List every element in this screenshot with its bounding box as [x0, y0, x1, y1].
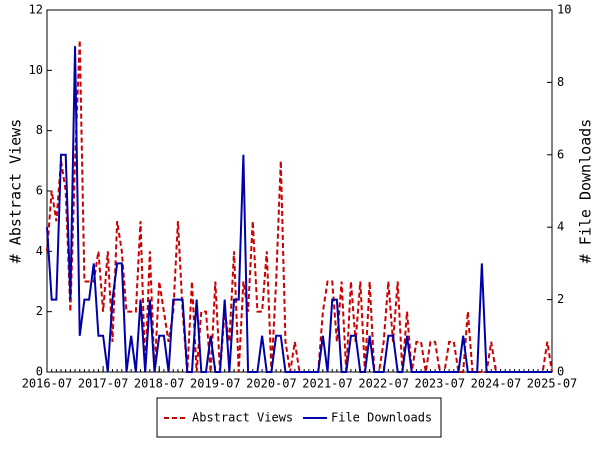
y-tick-label: 10 [29, 63, 43, 77]
y2-tick-label: 2 [557, 292, 564, 306]
y2-axis-label: # File Downloads [577, 119, 595, 264]
y2-tick-label: 8 [557, 75, 564, 89]
y-tick-label: 2 [36, 304, 43, 318]
legend-box [156, 397, 442, 438]
x-tick-label: 2022-07 [358, 377, 409, 391]
legend-label: Abstract Views [192, 411, 293, 425]
series-line [46, 46, 552, 373]
legend-label: File Downloads [331, 411, 432, 425]
y-tick-label: 6 [36, 184, 43, 198]
y-tick-label: 0 [36, 365, 43, 379]
y2-tick-label: 10 [557, 3, 571, 17]
x-tick-label: 2024-07 [471, 377, 522, 391]
x-tick-label: 2021-07 [302, 377, 353, 391]
y2-tick-label: 6 [557, 147, 564, 161]
y2-tick-label: 4 [557, 220, 564, 234]
x-tick-label: 2025-07 [527, 377, 578, 391]
y-tick-label: 12 [29, 3, 43, 17]
x-tick-label: 2016-07 [22, 377, 73, 391]
y-tick-label: 4 [36, 244, 43, 258]
x-tick-label: 2017-07 [78, 377, 129, 391]
plot-frame [46, 9, 553, 373]
x-tick-label: 2020-07 [246, 377, 297, 391]
y2-tick-label: 0 [557, 365, 564, 379]
x-tick-label: 2023-07 [414, 377, 465, 391]
y-tick-label: 8 [36, 123, 43, 137]
series-line [46, 40, 553, 373]
x-tick-label: 2018-07 [134, 377, 185, 391]
y-axis-label: # Abstract Views [7, 119, 25, 264]
x-tick-label: 2019-07 [190, 377, 241, 391]
